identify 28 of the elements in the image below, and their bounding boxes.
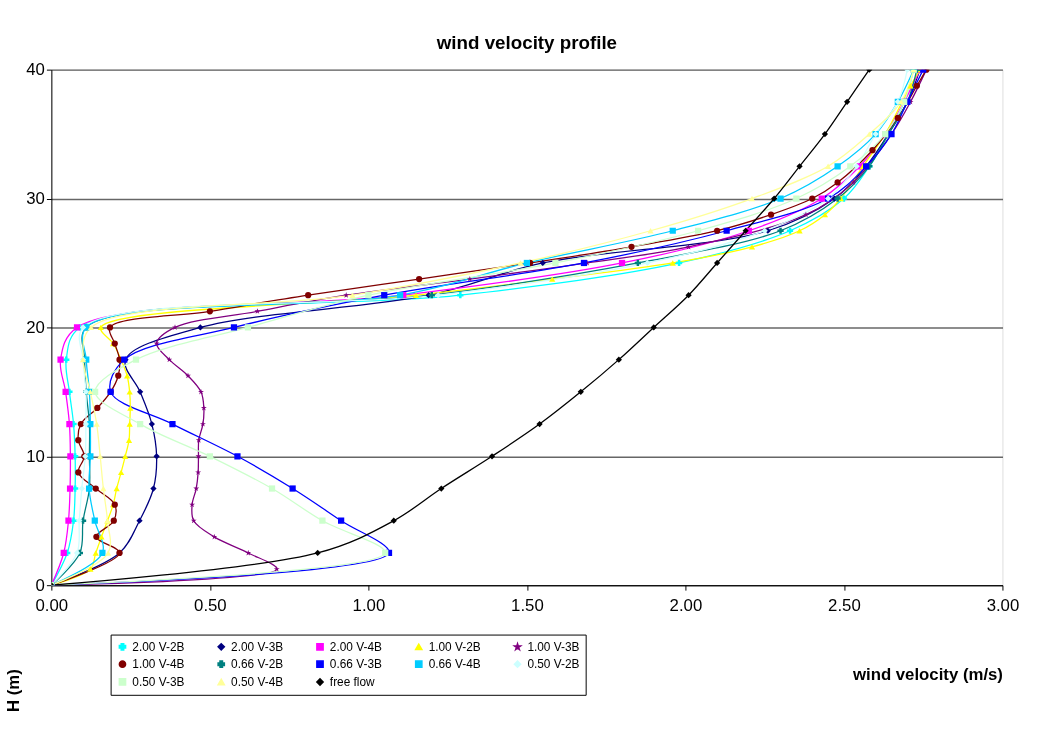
legend-label: 2.00 V-3B xyxy=(231,639,284,654)
y-tick-label: 40 xyxy=(26,60,45,80)
legend-label: 0.66 V-4B xyxy=(428,657,481,672)
legend-label: 2.00 V-4B xyxy=(329,639,382,654)
legend-label: 1.00 V-2B xyxy=(428,639,481,654)
chart-title: wind velocity profile xyxy=(435,31,618,53)
x-tick-label: 1.50 xyxy=(511,596,544,616)
x-tick-label: 2.50 xyxy=(828,596,861,616)
y-axis-title: H (m) xyxy=(4,669,24,713)
x-axis-title: wind velocity (m/s) xyxy=(851,664,1003,684)
legend-label: 1.00 V-4B xyxy=(132,657,185,672)
legend-label: 0.50 V-2B xyxy=(527,657,580,672)
legend-label: 2.00 V-2B xyxy=(132,639,185,654)
x-tick-label: 0.50 xyxy=(194,596,227,616)
y-tick-label: 20 xyxy=(26,317,45,337)
x-tick-label: 1.00 xyxy=(352,596,386,616)
x-tick-label: 0.00 xyxy=(35,596,69,616)
legend-label: 0.50 V-3B xyxy=(132,674,185,689)
x-tick-label: 2.00 xyxy=(669,596,703,616)
legend-label: 0.50 V-4B xyxy=(231,674,284,689)
x-tick-label: 3.00 xyxy=(986,596,1020,616)
legend-label: free flow xyxy=(329,674,376,689)
legend-label: 0.66 V-3B xyxy=(329,657,382,672)
legend-label: 1.00 V-3B xyxy=(527,639,580,654)
legend-label: 0.66 V-2B xyxy=(231,657,284,672)
y-tick-label: 0 xyxy=(35,575,45,595)
y-tick-label: 10 xyxy=(26,446,45,466)
y-tick-label: 30 xyxy=(26,188,45,208)
